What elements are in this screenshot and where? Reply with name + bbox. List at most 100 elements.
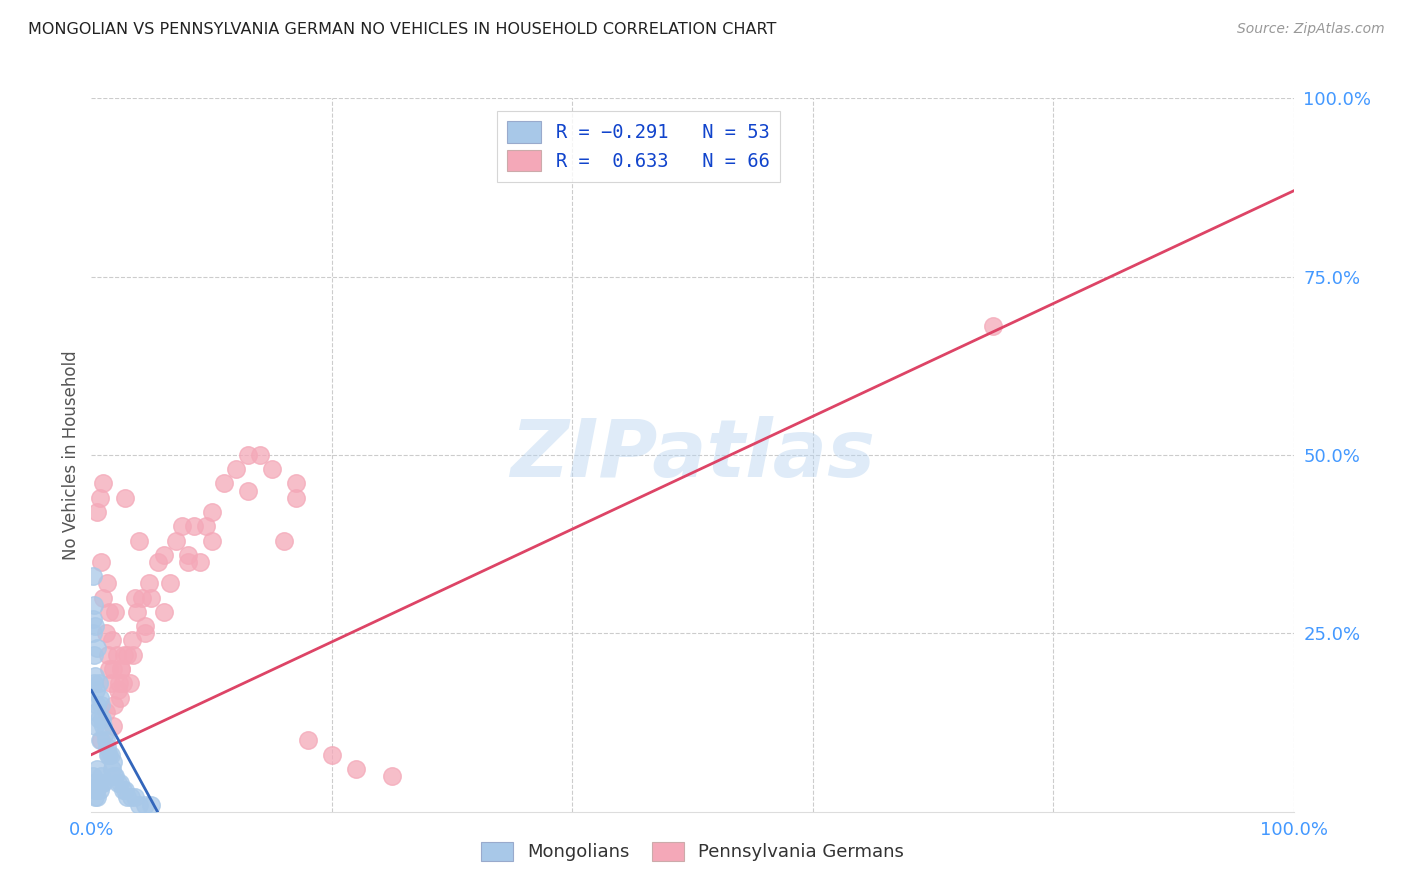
Point bbox=[981, 319, 1004, 334]
Point bbox=[183, 519, 205, 533]
Point bbox=[111, 676, 134, 690]
Point bbox=[91, 712, 114, 726]
Point bbox=[101, 662, 124, 676]
Point bbox=[89, 690, 111, 705]
Text: MONGOLIAN VS PENNSYLVANIA GERMAN NO VEHICLES IN HOUSEHOLD CORRELATION CHART: MONGOLIAN VS PENNSYLVANIA GERMAN NO VEHI… bbox=[28, 22, 776, 37]
Point bbox=[97, 648, 120, 662]
Point bbox=[188, 555, 211, 569]
Legend: Mongolians, Pennsylvania Germans: Mongolians, Pennsylvania Germans bbox=[471, 833, 914, 871]
Point bbox=[84, 705, 107, 719]
Point bbox=[118, 676, 141, 690]
Point bbox=[273, 533, 295, 548]
Point bbox=[90, 555, 112, 569]
Point bbox=[134, 797, 156, 812]
Point bbox=[101, 755, 124, 769]
Point bbox=[83, 776, 105, 790]
Point bbox=[134, 626, 156, 640]
Point bbox=[381, 769, 404, 783]
Point bbox=[111, 783, 134, 797]
Point bbox=[86, 790, 108, 805]
Point bbox=[112, 648, 135, 662]
Point bbox=[260, 462, 283, 476]
Point bbox=[104, 769, 127, 783]
Point bbox=[101, 719, 124, 733]
Point bbox=[146, 555, 169, 569]
Point bbox=[138, 576, 160, 591]
Point bbox=[101, 633, 124, 648]
Point bbox=[110, 662, 132, 676]
Point bbox=[90, 769, 112, 783]
Text: Source: ZipAtlas.com: Source: ZipAtlas.com bbox=[1237, 22, 1385, 37]
Point bbox=[170, 519, 193, 533]
Point bbox=[84, 790, 107, 805]
Point bbox=[103, 698, 125, 712]
Point bbox=[121, 633, 143, 648]
Text: ZIPatlas: ZIPatlas bbox=[510, 416, 875, 494]
Point bbox=[82, 626, 104, 640]
Point bbox=[89, 783, 111, 797]
Point bbox=[96, 740, 118, 755]
Point bbox=[117, 648, 139, 662]
Point bbox=[236, 448, 259, 462]
Point bbox=[87, 776, 110, 790]
Point bbox=[159, 576, 181, 591]
Point bbox=[124, 790, 146, 805]
Point bbox=[93, 719, 115, 733]
Point bbox=[284, 476, 307, 491]
Point bbox=[124, 591, 146, 605]
Point bbox=[82, 612, 104, 626]
Point bbox=[86, 698, 108, 712]
Point bbox=[97, 747, 120, 762]
Point bbox=[100, 747, 122, 762]
Point bbox=[321, 747, 343, 762]
Point bbox=[89, 491, 111, 505]
Point bbox=[165, 533, 187, 548]
Point bbox=[236, 483, 259, 498]
Point bbox=[212, 476, 235, 491]
Point bbox=[93, 776, 115, 790]
Point bbox=[101, 762, 124, 776]
Point bbox=[141, 797, 163, 812]
Point bbox=[114, 491, 136, 505]
Point bbox=[103, 769, 125, 783]
Point bbox=[84, 783, 107, 797]
Point bbox=[108, 676, 131, 690]
Point bbox=[110, 690, 132, 705]
Point bbox=[225, 462, 247, 476]
Point bbox=[114, 783, 136, 797]
Point bbox=[100, 676, 122, 690]
Point bbox=[120, 790, 142, 805]
Point bbox=[94, 705, 117, 719]
Point bbox=[104, 605, 127, 619]
Point bbox=[94, 733, 117, 747]
Point bbox=[93, 476, 115, 491]
Point bbox=[128, 533, 150, 548]
Point bbox=[297, 733, 319, 747]
Point bbox=[134, 619, 156, 633]
Point bbox=[82, 569, 104, 583]
Point bbox=[110, 662, 132, 676]
Point bbox=[84, 683, 107, 698]
Point bbox=[83, 676, 105, 690]
Point bbox=[128, 797, 150, 812]
Point bbox=[91, 776, 114, 790]
Point bbox=[201, 533, 224, 548]
Point bbox=[284, 491, 307, 505]
Point bbox=[131, 591, 153, 605]
Point bbox=[89, 733, 111, 747]
Point bbox=[84, 719, 107, 733]
Point bbox=[84, 619, 107, 633]
Point bbox=[90, 698, 112, 712]
Point bbox=[86, 640, 108, 655]
Point bbox=[86, 505, 108, 519]
Point bbox=[201, 505, 224, 519]
Point bbox=[93, 591, 115, 605]
Point bbox=[152, 605, 174, 619]
Point bbox=[194, 519, 217, 533]
Point bbox=[176, 555, 198, 569]
Point bbox=[83, 648, 105, 662]
Point bbox=[84, 783, 107, 797]
Point bbox=[83, 598, 105, 612]
Point bbox=[107, 683, 129, 698]
Point bbox=[249, 448, 271, 462]
